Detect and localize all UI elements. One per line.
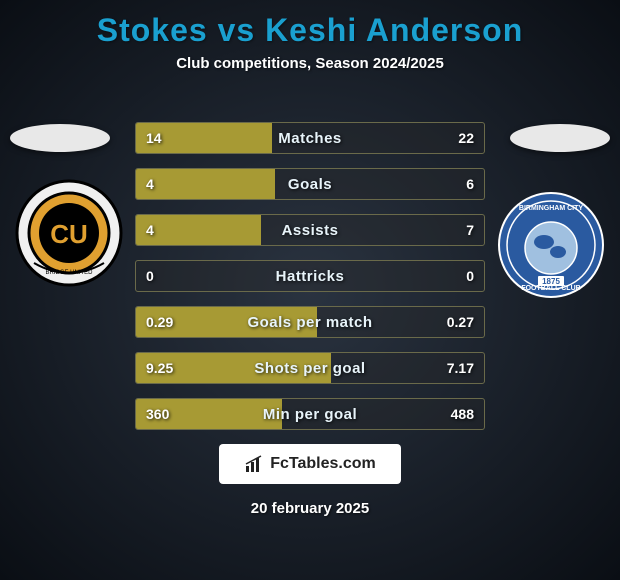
stat-value-right: 0 <box>466 261 474 291</box>
player-right-head <box>510 124 610 152</box>
svg-text:BIRMINGHAM CITY: BIRMINGHAM CITY <box>519 205 583 212</box>
svg-text:CU: CU <box>50 219 88 249</box>
stat-value-right: 488 <box>451 399 474 429</box>
stat-label: Shots per goal <box>136 353 484 383</box>
cambridge-united-badge-icon: CU BRIDGE UNITED <box>14 178 124 288</box>
page-title: Stokes vs Keshi Anderson <box>0 0 620 49</box>
stat-row: 4Goals6 <box>135 168 485 200</box>
stat-label: Assists <box>136 215 484 245</box>
stat-label: Min per goal <box>136 399 484 429</box>
birmingham-city-badge-icon: BIRMINGHAM CITY FOOTBALL CLUB 1875 <box>496 190 606 300</box>
fctables-label: FcTables.com <box>270 455 376 473</box>
club-badge-right: BIRMINGHAM CITY FOOTBALL CLUB 1875 <box>496 190 606 300</box>
date-label: 20 february 2025 <box>0 500 620 517</box>
club-badge-left: CU BRIDGE UNITED <box>14 178 124 288</box>
stat-value-right: 6 <box>466 169 474 199</box>
stat-value-right: 7 <box>466 215 474 245</box>
stat-row: 9.25Shots per goal7.17 <box>135 352 485 384</box>
stat-row: 4Assists7 <box>135 214 485 246</box>
stat-label: Goals <box>136 169 484 199</box>
stat-row: 0.29Goals per match0.27 <box>135 306 485 338</box>
svg-text:1875: 1875 <box>542 277 560 286</box>
stat-row: 14Matches22 <box>135 122 485 154</box>
stat-value-right: 22 <box>458 123 474 153</box>
fctables-logo[interactable]: FcTables.com <box>219 444 401 484</box>
stat-label: Goals per match <box>136 307 484 337</box>
stats-container: 14Matches22 4Goals6 4Assists7 0Hattricks0 0.… <box>135 122 485 444</box>
chart-icon <box>244 454 264 474</box>
stat-value-right: 7.17 <box>447 353 474 383</box>
subtitle: Club competitions, Season 2024/2025 <box>0 55 620 72</box>
stat-row: 0Hattricks0 <box>135 260 485 292</box>
stat-row: 360Min per goal488 <box>135 398 485 430</box>
stat-label: Matches <box>136 123 484 153</box>
stat-label: Hattricks <box>136 261 484 291</box>
player-left-head <box>10 124 110 152</box>
svg-text:FOOTBALL CLUB: FOOTBALL CLUB <box>521 285 580 292</box>
stat-value-right: 0.27 <box>447 307 474 337</box>
svg-text:BRIDGE UNITED: BRIDGE UNITED <box>45 270 93 276</box>
